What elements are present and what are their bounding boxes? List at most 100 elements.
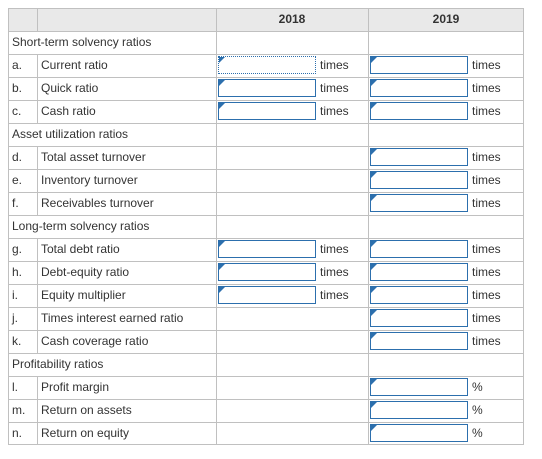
input-flag-icon bbox=[371, 264, 377, 270]
input-flag-icon bbox=[219, 264, 225, 270]
input-flag-icon bbox=[219, 287, 225, 293]
answer-input-2018[interactable] bbox=[218, 286, 316, 304]
unit-label-2019: times bbox=[472, 58, 501, 72]
grid-line bbox=[37, 169, 38, 192]
input-flag-icon bbox=[371, 402, 377, 408]
ratio-label: Inventory turnover bbox=[41, 173, 138, 187]
ratio-label: Debt-equity ratio bbox=[41, 265, 130, 279]
grid-line bbox=[8, 330, 524, 331]
grid-line bbox=[37, 146, 38, 169]
row-letter: d. bbox=[12, 150, 23, 164]
grid-line bbox=[8, 77, 524, 78]
unit-label-2018: times bbox=[320, 81, 349, 95]
input-flag-icon bbox=[219, 241, 225, 247]
input-flag-icon bbox=[371, 103, 377, 109]
ratio-label: Current ratio bbox=[41, 58, 108, 72]
unit-label-2019: times bbox=[472, 196, 501, 210]
grid-line bbox=[8, 376, 524, 377]
unit-label-2019: times bbox=[472, 242, 501, 256]
grid-line bbox=[8, 238, 524, 239]
section-title: Long-term solvency ratios bbox=[12, 219, 150, 233]
row-letter: n. bbox=[12, 426, 23, 440]
answer-input-2018[interactable] bbox=[218, 79, 316, 97]
ratio-label: Receivables turnover bbox=[41, 196, 154, 210]
unit-label-2019: times bbox=[472, 334, 501, 348]
grid-line bbox=[8, 100, 524, 101]
grid-line bbox=[8, 261, 524, 262]
grid-line bbox=[37, 307, 38, 330]
row-letter: e. bbox=[12, 173, 23, 187]
row-letter: k. bbox=[12, 334, 22, 348]
answer-input-2019[interactable] bbox=[370, 332, 468, 350]
grid-line bbox=[37, 422, 38, 445]
answer-input-2018[interactable] bbox=[218, 240, 316, 258]
grid-line bbox=[8, 215, 524, 216]
grid-line bbox=[8, 54, 524, 55]
input-flag-icon bbox=[219, 103, 225, 109]
grid-line bbox=[37, 77, 38, 100]
ratio-label: Return on equity bbox=[41, 426, 130, 440]
input-flag-icon bbox=[219, 80, 225, 86]
answer-input-2019[interactable] bbox=[370, 148, 468, 166]
answer-input-2019[interactable] bbox=[370, 79, 468, 97]
answer-input-2019[interactable] bbox=[370, 240, 468, 258]
answer-input-2019[interactable] bbox=[370, 56, 468, 74]
input-flag-icon bbox=[371, 80, 377, 86]
unit-label-2018: times bbox=[320, 104, 349, 118]
row-letter: j. bbox=[12, 311, 18, 325]
unit-label-2019: % bbox=[472, 380, 483, 394]
row-letter: i. bbox=[12, 288, 18, 302]
answer-input-2019[interactable] bbox=[370, 309, 468, 327]
grid-line bbox=[8, 8, 9, 445]
grid-line bbox=[368, 8, 369, 445]
input-flag-icon bbox=[371, 172, 377, 178]
answer-input-2018[interactable] bbox=[218, 56, 316, 74]
row-letter: b. bbox=[12, 81, 23, 95]
ratio-worksheet: 2018 2019 Short-term solvency ratios a. Cu… bbox=[8, 8, 524, 447]
grid-line bbox=[8, 307, 524, 308]
grid-line bbox=[8, 169, 524, 170]
unit-label-2019: % bbox=[472, 403, 483, 417]
answer-input-2019[interactable] bbox=[370, 401, 468, 419]
answer-input-2018[interactable] bbox=[218, 102, 316, 120]
unit-label-2019: % bbox=[472, 426, 483, 440]
answer-input-2019[interactable] bbox=[370, 286, 468, 304]
answer-input-2019[interactable] bbox=[370, 378, 468, 396]
answer-input-2019[interactable] bbox=[370, 424, 468, 442]
grid-line bbox=[8, 31, 524, 32]
grid-line bbox=[37, 376, 38, 399]
grid-line bbox=[37, 8, 38, 31]
input-flag-icon bbox=[371, 57, 377, 63]
row-letter: m. bbox=[12, 403, 26, 417]
unit-label-2019: times bbox=[472, 311, 501, 325]
input-flag-icon bbox=[371, 149, 377, 155]
grid-line bbox=[523, 8, 524, 445]
section-title: Asset utilization ratios bbox=[12, 127, 129, 141]
row-letter: g. bbox=[12, 242, 23, 256]
grid-line bbox=[8, 422, 524, 423]
column-header-2019: 2019 bbox=[432, 12, 460, 26]
grid-line bbox=[37, 399, 38, 422]
ratio-label: Equity multiplier bbox=[41, 288, 126, 302]
column-header-2018: 2018 bbox=[278, 12, 306, 26]
input-flag-icon bbox=[219, 57, 225, 63]
grid-line bbox=[8, 444, 524, 445]
row-letter: l. bbox=[12, 380, 18, 394]
answer-input-2019[interactable] bbox=[370, 171, 468, 189]
answer-input-2019[interactable] bbox=[370, 102, 468, 120]
grid-line bbox=[216, 8, 217, 445]
section-title: Short-term solvency ratios bbox=[12, 35, 152, 49]
row-letter: f. bbox=[12, 196, 19, 210]
answer-input-2018[interactable] bbox=[218, 263, 316, 281]
grid-line bbox=[37, 261, 38, 284]
unit-label-2018: times bbox=[320, 288, 349, 302]
section-title: Profitability ratios bbox=[12, 357, 104, 371]
unit-label-2019: times bbox=[472, 104, 501, 118]
ratio-label: Quick ratio bbox=[41, 81, 99, 95]
answer-input-2019[interactable] bbox=[370, 194, 468, 212]
grid-line bbox=[8, 399, 524, 400]
answer-input-2019[interactable] bbox=[370, 263, 468, 281]
ratio-label: Total debt ratio bbox=[41, 242, 120, 256]
ratio-label: Profit margin bbox=[41, 380, 110, 394]
ratio-label: Cash coverage ratio bbox=[41, 334, 149, 348]
